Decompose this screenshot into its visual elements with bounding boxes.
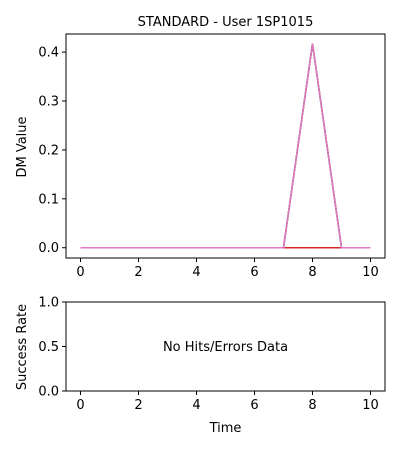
success-rate-chart: Success Rate Time No Hits/Errors Data 0 2… <box>15 296 386 436</box>
plot-frame <box>65 33 386 259</box>
y-tick-label: 0.0 <box>38 241 59 256</box>
x-axis-label: Time <box>209 421 242 436</box>
chart-title: STANDARD - User 1SP1015 <box>138 15 314 30</box>
x-tick-label: 8 <box>308 398 316 413</box>
y-tick-label: 0.3 <box>38 95 59 110</box>
y-tick-label: 0.5 <box>38 340 59 355</box>
x-tick-label: 2 <box>134 398 142 413</box>
x-tick-label: 10 <box>362 265 379 280</box>
x-tick-label: 6 <box>250 265 258 280</box>
y-tick-label: 0.4 <box>38 46 59 61</box>
series-line-5 <box>80 43 371 249</box>
y-axis-label: Success Rate <box>15 304 30 390</box>
y-tick-label: 0.2 <box>38 143 59 158</box>
y-tick-label: 0.1 <box>38 192 59 207</box>
x-tick-label: 4 <box>192 398 200 413</box>
x-tick-label: 4 <box>192 265 200 280</box>
dm-value-chart: STANDARD - User 1SP1015 DM Value 0 2 4 6 8 10… <box>15 15 386 280</box>
x-tick-label: 8 <box>308 265 316 280</box>
y-tick-label: 1.0 <box>38 296 59 311</box>
x-tick-label: 10 <box>362 398 379 413</box>
x-tick-label: 6 <box>250 398 258 413</box>
y-axis-label: DM Value <box>15 116 30 177</box>
plot-frame <box>65 301 386 392</box>
series-group <box>80 43 371 249</box>
no-data-annotation: No Hits/Errors Data <box>163 340 288 355</box>
x-tick-label: 0 <box>76 265 84 280</box>
y-tick-label: 0.0 <box>38 385 59 400</box>
tick-group: 0 2 4 6 8 10 0.0 0.1 0.2 0.3 0.4 <box>38 46 378 280</box>
tick-group: 0 2 4 6 8 10 0.0 0.5 1.0 <box>38 296 378 414</box>
x-tick-label: 0 <box>76 398 84 413</box>
x-tick-label: 2 <box>134 265 142 280</box>
